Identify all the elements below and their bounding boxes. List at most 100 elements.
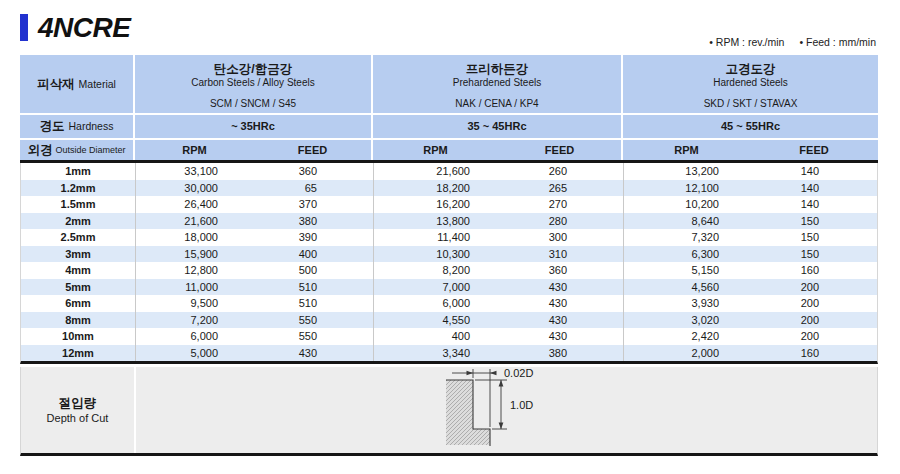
rpm-value-hardened: 10,200: [624, 196, 751, 213]
rpm-value-carbon: 30,000: [136, 180, 255, 197]
diameter-label: 5mm: [21, 279, 136, 296]
feed-column-header-hardened: FEED: [750, 140, 878, 160]
feed-column-header-carbon: FEED: [254, 140, 373, 160]
material-name-ko: 고경도강: [726, 62, 776, 76]
rpm-value-prehardened: 400: [374, 328, 499, 345]
feed-value-carbon: 510: [255, 295, 374, 312]
rpm-value-hardened: 2,000: [624, 345, 751, 362]
feed-value-hardened: 200: [751, 279, 879, 296]
material-grades: SKD / SKT / STAVAX: [704, 98, 798, 110]
rpm-value-prehardened: 11,400: [374, 229, 499, 246]
hardness-value-carbon: ~ 35HRc: [135, 115, 373, 138]
title-accent-bar: [20, 14, 28, 41]
material-name-en: Hardened Steels: [713, 77, 788, 89]
diameter-label: 2mm: [21, 213, 136, 230]
feed-value-hardened: 140: [751, 196, 879, 213]
hardness-row-header: 경도 Hardness: [20, 115, 135, 138]
hardness-value-hardened: 45 ~ 55HRc: [623, 115, 878, 138]
feed-value-hardened: 200: [751, 312, 879, 329]
material-header-row: 피삭재 Material 탄소강/합금강 Carbon Steels / All…: [20, 55, 878, 115]
depth-of-cut-row: 절입량 Depth of Cut: [20, 367, 878, 456]
rpm-value-prehardened: 18,200: [374, 180, 499, 197]
hardness-row: 경도 Hardness ~ 35HRc 35 ~ 45HRc 45 ~ 55HR…: [20, 115, 878, 140]
feed-value-hardened: 150: [751, 246, 879, 263]
diameter-label: 8mm: [21, 312, 136, 329]
feed-value-prehardened: 430: [499, 328, 624, 345]
feed-value-prehardened: 280: [499, 213, 624, 230]
rpm-value-prehardened: 6,000: [374, 295, 499, 312]
feed-value-carbon: 65: [255, 180, 374, 197]
rpm-column-header-hardened: RPM: [623, 140, 750, 160]
diameter-label: 1.5mm: [21, 196, 136, 213]
rpm-value-hardened: 13,200: [624, 163, 751, 180]
feed-value-carbon: 510: [255, 279, 374, 296]
rpm-value-prehardened: 13,800: [374, 213, 499, 230]
table-row: 2mm 21,600 380 13,800 280 8,640 150: [21, 213, 877, 230]
rpm-value-prehardened: 16,200: [374, 196, 499, 213]
feed-value-hardened: 140: [751, 163, 879, 180]
feed-value-prehardened: 430: [499, 312, 624, 329]
material-grades: NAK / CENA / KP4: [455, 98, 538, 110]
depth-of-cut-label-ko: 절입량: [59, 396, 97, 411]
table-row: 2.5mm 18,000 390 11,400 300 7,320 150: [21, 229, 877, 246]
rpm-unit-note: • RPM : rev./min: [709, 36, 784, 48]
table-row: 1.5mm 26,400 370 16,200 270 10,200 140: [21, 196, 877, 213]
table-row: 4mm 12,800 500 8,200 360 5,150 160: [21, 262, 877, 279]
material-row-header: 피삭재 Material: [20, 55, 135, 113]
material-label-ko: 피삭재: [37, 76, 75, 93]
table-row: 8mm 7,200 550 4,550 430 3,020 200: [21, 312, 877, 329]
feed-value-prehardened: 310: [499, 246, 624, 263]
feed-value-carbon: 430: [255, 345, 374, 362]
rpm-value-carbon: 21,600: [136, 213, 255, 230]
dimension-label-step-width: 0.02D: [504, 367, 533, 379]
diameter-label: 6mm: [21, 295, 136, 312]
units-legend: • RPM : rev./min • Feed : mm/min: [697, 36, 876, 48]
table-body: 1mm 33,100 360 21,600 260 13,200 140 1.2…: [20, 163, 878, 364]
feed-value-hardened: 160: [751, 262, 879, 279]
depth-of-cut-label-en: Depth of Cut: [47, 411, 109, 425]
feed-value-carbon: 500: [255, 262, 374, 279]
rpm-column-header-carbon: RPM: [135, 140, 254, 160]
page-header: 4NCRE • RPM : rev./min • Feed : mm/min: [20, 10, 878, 46]
diameter-label: 1mm: [21, 163, 136, 180]
feed-column-header-prehardened: FEED: [498, 140, 623, 160]
material-group-carbon-steels: 탄소강/합금강 Carbon Steels / Alloy Steels SCM…: [135, 55, 373, 113]
feed-value-prehardened: 380: [499, 345, 624, 362]
feed-value-prehardened: 260: [499, 163, 624, 180]
rpm-value-hardened: 12,100: [624, 180, 751, 197]
rpm-value-prehardened: 4,550: [374, 312, 499, 329]
diameter-label: 2.5mm: [21, 229, 136, 246]
rpm-value-hardened: 5,150: [624, 262, 751, 279]
rpm-value-carbon: 26,400: [136, 196, 255, 213]
rpm-value-hardened: 3,930: [624, 295, 751, 312]
material-name-en: Prehardened Steels: [453, 77, 541, 89]
table-row: 6mm 9,500 510 6,000 430 3,930 200: [21, 295, 877, 312]
feed-value-carbon: 370: [255, 196, 374, 213]
feed-value-hardened: 140: [751, 180, 879, 197]
rpm-value-prehardened: 10,300: [374, 246, 499, 263]
rpm-value-prehardened: 8,200: [374, 262, 499, 279]
feed-value-hardened: 200: [751, 328, 879, 345]
rpm-value-prehardened: 7,000: [374, 279, 499, 296]
depth-of-cut-row-header: 절입량 Depth of Cut: [21, 367, 136, 453]
rpm-value-carbon: 6,000: [136, 328, 255, 345]
rpm-value-carbon: 11,000: [136, 279, 255, 296]
rpm-value-hardened: 7,320: [624, 229, 751, 246]
rpm-value-prehardened: 21,600: [374, 163, 499, 180]
column-header-row: 외경 Outside Diameter RPM FEED RPM FEED RP…: [20, 140, 878, 163]
diameter-label: 3mm: [21, 246, 136, 263]
table-row: 1.2mm 30,000 65 18,200 265 12,100 140: [21, 180, 877, 197]
feed-value-carbon: 360: [255, 163, 374, 180]
feed-value-prehardened: 430: [499, 279, 624, 296]
dimension-label-depth: 1.0D: [510, 399, 533, 411]
table-row: 1mm 33,100 360 21,600 260 13,200 140: [21, 163, 877, 180]
table-row: 5mm 11,000 510 7,000 430 4,560 200: [21, 279, 877, 296]
rpm-value-hardened: 3,020: [624, 312, 751, 329]
table-row: 10mm 6,000 550 400 430 2,420 200: [21, 328, 877, 345]
diameter-label: 10mm: [21, 328, 136, 345]
feed-value-carbon: 400: [255, 246, 374, 263]
feed-value-prehardened: 300: [499, 229, 624, 246]
rpm-value-prehardened: 3,340: [374, 345, 499, 362]
cutting-conditions-table: 피삭재 Material 탄소강/합금강 Carbon Steels / All…: [20, 55, 878, 456]
rpm-value-hardened: 6,300: [624, 246, 751, 263]
